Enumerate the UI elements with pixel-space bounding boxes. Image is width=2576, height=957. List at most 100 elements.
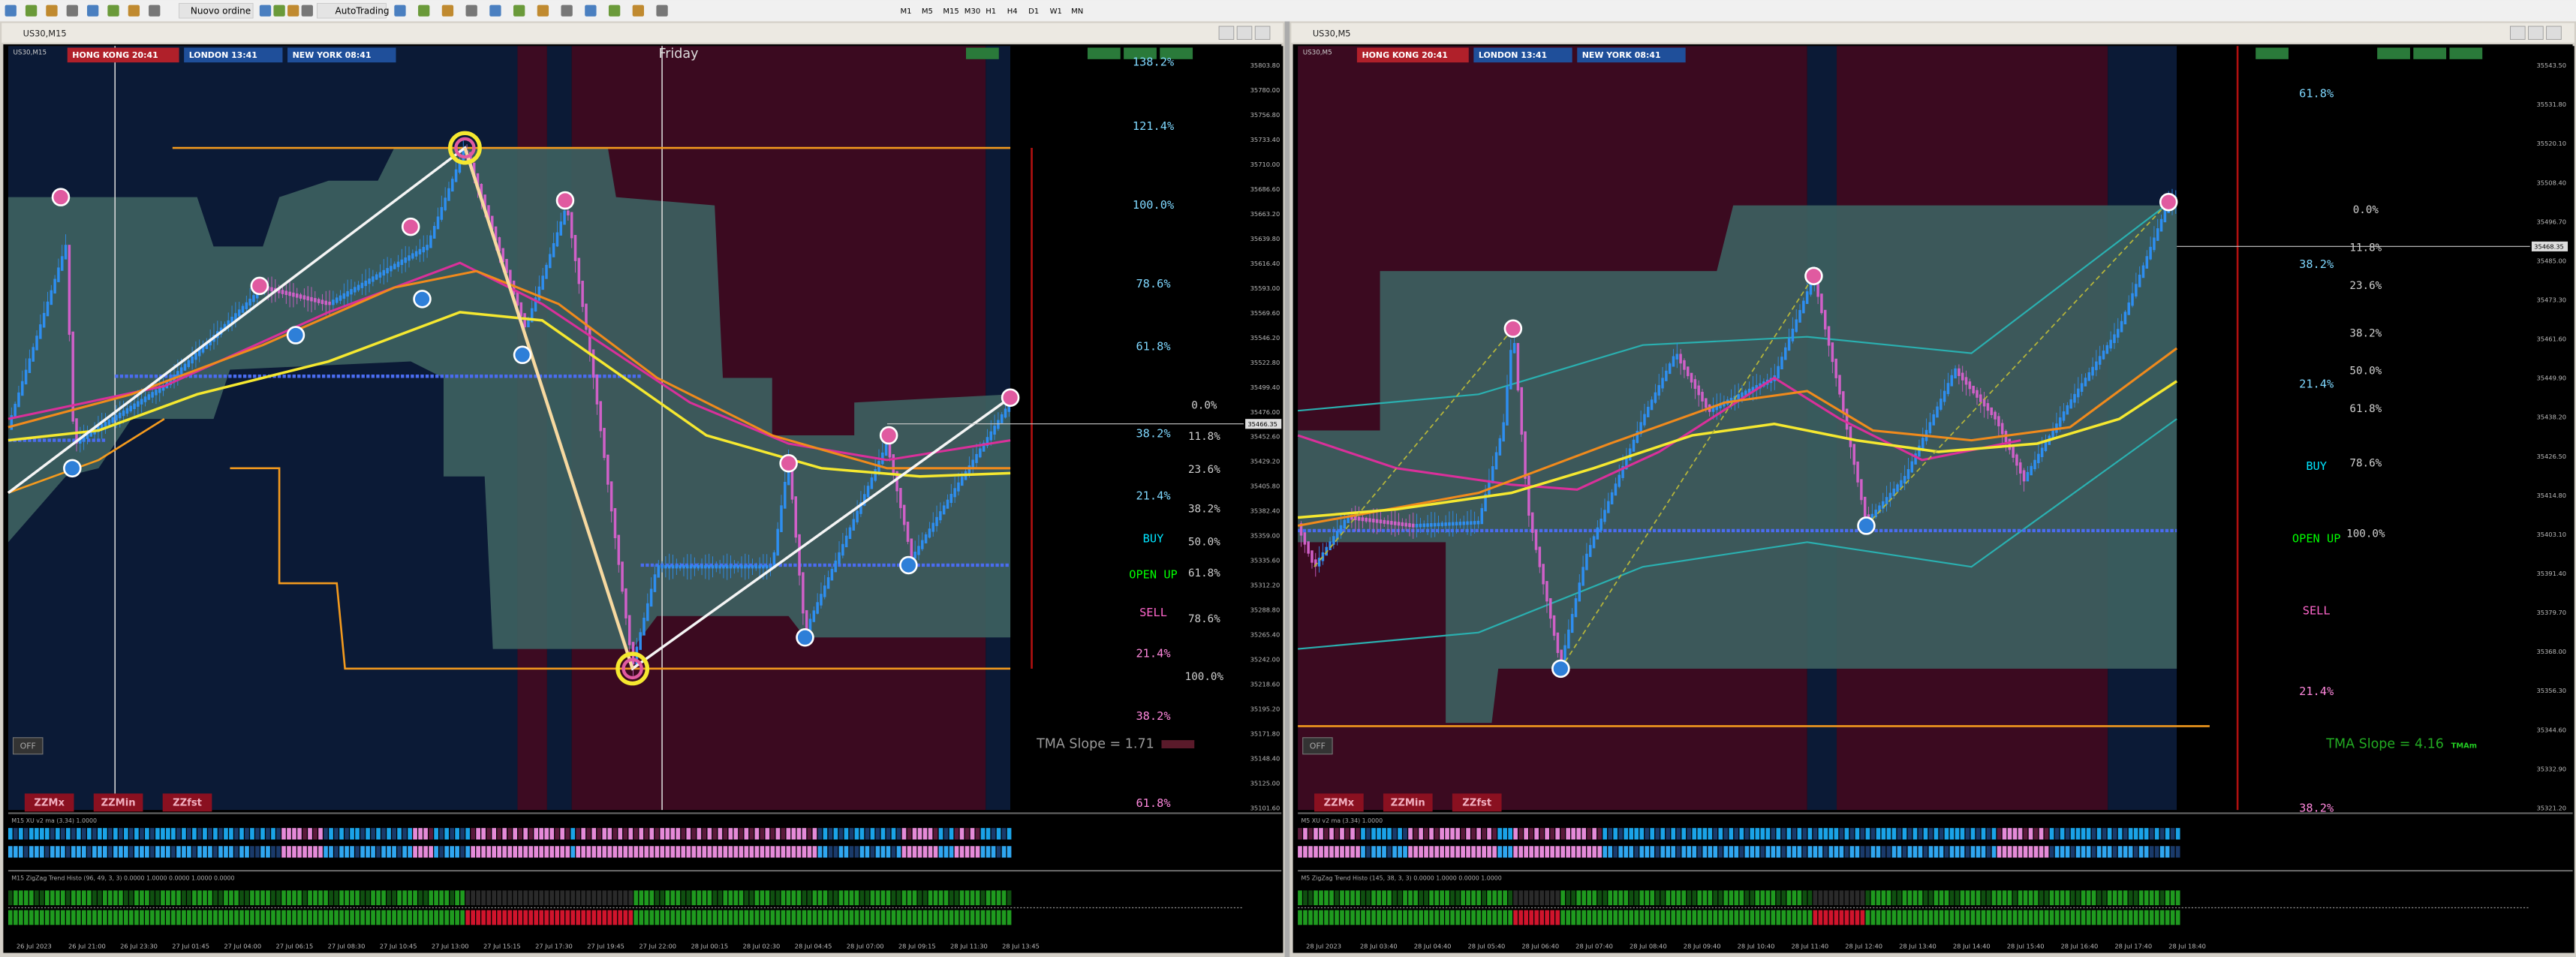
timeframe-button[interactable]: M5: [922, 8, 933, 16]
trend-block: [1450, 910, 1455, 925]
toolbar-icon[interactable]: [66, 5, 78, 17]
toolbar-icon[interactable]: [537, 5, 549, 17]
window-control[interactable]: [2510, 26, 2526, 40]
window-control[interactable]: [1236, 26, 1253, 40]
timeframe-button[interactable]: M1: [900, 8, 911, 16]
trend-block: [2002, 910, 2007, 925]
zz-button[interactable]: [24, 793, 74, 812]
histo-block: [849, 846, 854, 858]
toolbar-icon[interactable]: [259, 5, 272, 17]
histo-block: [739, 828, 744, 840]
zz-button[interactable]: [1314, 793, 1364, 812]
candle: [1299, 523, 1303, 536]
trend-block: [60, 910, 65, 925]
toolbar-icon[interactable]: [608, 5, 621, 17]
toolbar-icon[interactable]: [561, 5, 573, 17]
zz-button-label[interactable]: ZZfst: [1462, 797, 1491, 808]
new-order-button[interactable]: [179, 3, 254, 19]
autotrading-button[interactable]: [317, 3, 387, 19]
histo-block: [339, 846, 344, 858]
candle: [1415, 523, 1419, 528]
timeframe-button[interactable]: D1: [1028, 8, 1039, 16]
candle: [1787, 338, 1791, 351]
zz-button[interactable]: [162, 793, 212, 812]
zz-button-label[interactable]: ZZMin: [101, 797, 136, 808]
retracement-level: 61.8%: [1188, 567, 1220, 579]
toolbar-icon[interactable]: [46, 5, 58, 17]
trend-block: [486, 890, 492, 906]
candle: [1863, 496, 1867, 518]
histo-block: [1303, 846, 1308, 858]
zz-button[interactable]: [1452, 793, 1502, 812]
timeframe-button[interactable]: M30: [964, 8, 980, 16]
zz-button-label[interactable]: ZZfst: [173, 797, 202, 808]
zz-button-label[interactable]: ZZMin: [1391, 797, 1425, 808]
zz-button-label[interactable]: ZZMx: [1324, 797, 1355, 808]
off-label[interactable]: OFF: [20, 741, 36, 751]
histo-block: [1001, 846, 1007, 858]
histo-block: [912, 846, 917, 858]
histo-block: [639, 828, 644, 840]
candle: [1650, 399, 1654, 411]
candle: [1581, 567, 1584, 586]
toolbar-icon[interactable]: [441, 5, 454, 17]
toolbar-icon[interactable]: [273, 5, 285, 17]
toolbar-icon[interactable]: [287, 5, 299, 17]
candle: [1455, 522, 1458, 525]
new-order-label[interactable]: Nuovo ordine: [191, 5, 251, 16]
window-control[interactable]: [2546, 26, 2562, 40]
timeframe-button[interactable]: M15: [943, 8, 958, 16]
toolbar-icon[interactable]: [5, 5, 17, 17]
zz-button[interactable]: [1383, 793, 1433, 812]
histo-block: [1750, 828, 1755, 840]
candle: [60, 256, 64, 271]
toolbar-icon[interactable]: [513, 5, 525, 17]
time-label: 28 Jul 15:40: [2007, 942, 2045, 949]
candle: [295, 293, 299, 298]
off-button[interactable]: [12, 737, 44, 755]
window-control[interactable]: [2528, 26, 2544, 40]
timeframe-button[interactable]: W1: [1050, 8, 1062, 16]
timeframe-button[interactable]: H4: [1007, 8, 1018, 16]
histo-block: [1298, 828, 1302, 840]
toolbar-icon[interactable]: [632, 5, 644, 17]
toolbar-icon[interactable]: [128, 5, 140, 17]
toolbar-icon[interactable]: [149, 5, 161, 17]
window-control[interactable]: [1218, 26, 1235, 40]
histo-block: [964, 846, 970, 858]
autotrading-label[interactable]: AutoTrading: [336, 5, 390, 16]
histo-block: [686, 846, 691, 858]
time-label: 28 Jul 2023: [1306, 942, 1341, 949]
toolbar-icon[interactable]: [465, 5, 477, 17]
candle: [1339, 525, 1343, 534]
toolbar-icon[interactable]: [585, 5, 597, 17]
trend-block: [166, 910, 170, 925]
candle: [1599, 518, 1602, 531]
window-control[interactable]: [1254, 26, 1271, 40]
toolbar-icon[interactable]: [394, 5, 406, 17]
candle: [740, 564, 743, 569]
histo-block: [1718, 828, 1723, 840]
toolbar-icon[interactable]: [25, 5, 38, 17]
toolbar-icon[interactable]: [301, 5, 313, 17]
candle: [928, 528, 931, 538]
toolbar-icon[interactable]: [107, 5, 119, 17]
histo-block: [2023, 846, 2028, 858]
zz-button[interactable]: [93, 793, 143, 812]
histo-block: [1765, 846, 1771, 858]
candle: [1570, 613, 1574, 633]
candle: [1665, 370, 1668, 381]
timeframe-button[interactable]: H1: [986, 8, 996, 16]
zz-button-label[interactable]: ZZMx: [34, 797, 65, 808]
candle: [2127, 302, 2130, 315]
histo-block: [1550, 828, 1555, 840]
timeframe-button[interactable]: MN: [1071, 8, 1083, 16]
price-label: 35780.00: [1250, 86, 1280, 94]
toolbar-icon[interactable]: [87, 5, 99, 17]
toolbar-icon[interactable]: [489, 5, 501, 17]
toolbar-icon[interactable]: [656, 5, 668, 17]
trend-block: [2018, 910, 2023, 925]
toolbar-icon[interactable]: [418, 5, 430, 17]
off-button[interactable]: [1302, 737, 1333, 755]
off-label[interactable]: OFF: [1310, 741, 1326, 751]
